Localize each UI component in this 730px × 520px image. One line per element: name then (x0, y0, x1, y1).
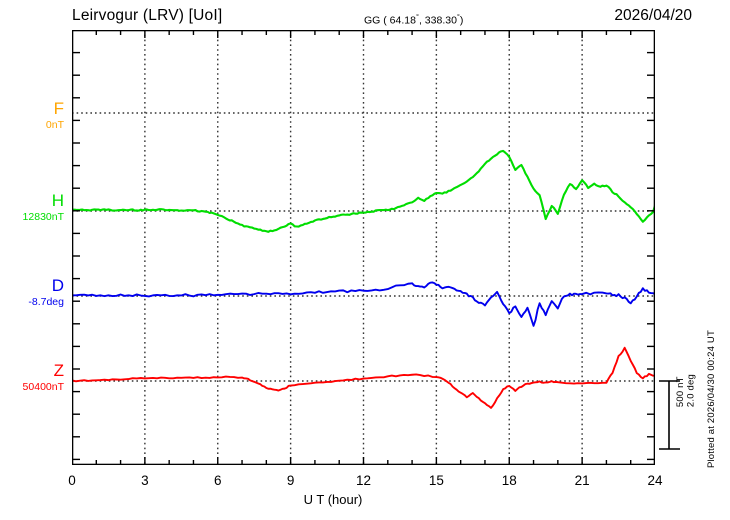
component-label-h: H 12830nT (0, 192, 64, 224)
x-tick-label: 9 (286, 473, 295, 488)
x-tick-label: 18 (501, 473, 517, 488)
station-title: Leirvogur (LRV) [UoI] (72, 7, 223, 24)
component-name-h: H (51, 191, 64, 210)
x-axis-title-text: U T (hour) (303, 492, 363, 507)
scale-bar (658, 372, 688, 460)
x-tick-label: 3 (141, 473, 149, 488)
component-value-d: -8.7deg (28, 296, 64, 308)
trace-d (72, 281, 655, 327)
scale-bar-labels: 500 nT 2.0 deg (675, 374, 697, 408)
component-value-f: 0nT (45, 119, 64, 131)
component-name-f: F (53, 99, 64, 118)
x-tick-label: 21 (574, 473, 590, 488)
plot-area (72, 30, 655, 465)
component-label-f: F 0nT (0, 100, 64, 132)
x-axis-title: U T (hour) (0, 492, 730, 507)
magnetogram-chart (72, 30, 655, 465)
observation-date: 2026/04/20 (614, 7, 692, 24)
component-label-z: Z 50400nT (0, 362, 64, 394)
trace-h (72, 149, 655, 233)
degree-symbol-lon: ° (456, 12, 460, 21)
x-tick-label: 0 (68, 473, 76, 488)
component-name-d: D (51, 276, 64, 295)
scale-nt-label: 500 nT (675, 376, 686, 408)
scale-deg-label: 2.0 deg (685, 374, 697, 408)
coords-latitude: 64.18 (389, 14, 416, 27)
x-tick-label: 12 (355, 473, 372, 488)
coords-prefix: GG ( (364, 14, 387, 27)
coords-longitude: 338.30 (424, 14, 457, 27)
axis-ticks (72, 30, 655, 465)
component-value-z: 50400nT (22, 381, 64, 393)
component-name-z: Z (53, 361, 64, 380)
geographic-coordinates: GG ( 64.18°, 338.30°) (364, 12, 463, 27)
data-traces (72, 149, 655, 409)
component-value-h: 12830nT (22, 211, 64, 223)
coords-suffix: ) (459, 14, 464, 27)
x-tick-label: 6 (213, 473, 222, 488)
x-tick-label: 24 (647, 473, 663, 488)
coords-separator: , (418, 14, 425, 27)
scale-bar-glyph (659, 380, 680, 450)
degree-symbol-lat: ° (415, 12, 419, 21)
plotted-timestamp: Plotted at 2026/04/30 00:24 UT (706, 330, 717, 469)
trace-z (72, 346, 655, 409)
x-tick-label: 15 (428, 473, 444, 488)
component-label-d: D -8.7deg (0, 277, 64, 309)
gridlines (144, 30, 583, 465)
